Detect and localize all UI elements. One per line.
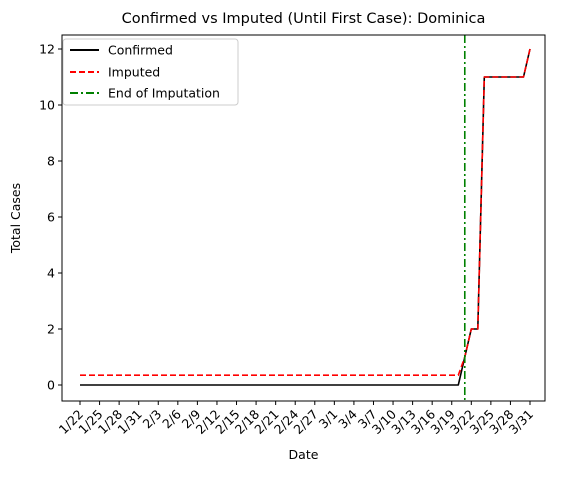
chart-title: Confirmed vs Imputed (Until First Case):… [122, 11, 486, 27]
legend: Confirmed Imputed End of Imputation [62, 38, 239, 106]
y-tick-label: 12 [39, 42, 55, 57]
y-tick-label: 6 [47, 210, 55, 225]
plot-frame [61, 34, 546, 402]
x-axis-label: Date [289, 447, 319, 462]
legend-label-end-of-imputation: End of Imputation [108, 86, 220, 101]
legend-label-confirmed: Confirmed [108, 43, 173, 58]
y-tick-label: 2 [47, 322, 55, 337]
legend-label-imputed: Imputed [108, 65, 160, 80]
y-tick-label: 4 [47, 266, 55, 281]
y-tick-label: 8 [47, 154, 55, 169]
y-axis-label: Total Cases [8, 183, 23, 254]
y-tick-label: 10 [39, 98, 55, 113]
legend-box [62, 38, 239, 106]
y-tick-label: 0 [47, 378, 55, 393]
